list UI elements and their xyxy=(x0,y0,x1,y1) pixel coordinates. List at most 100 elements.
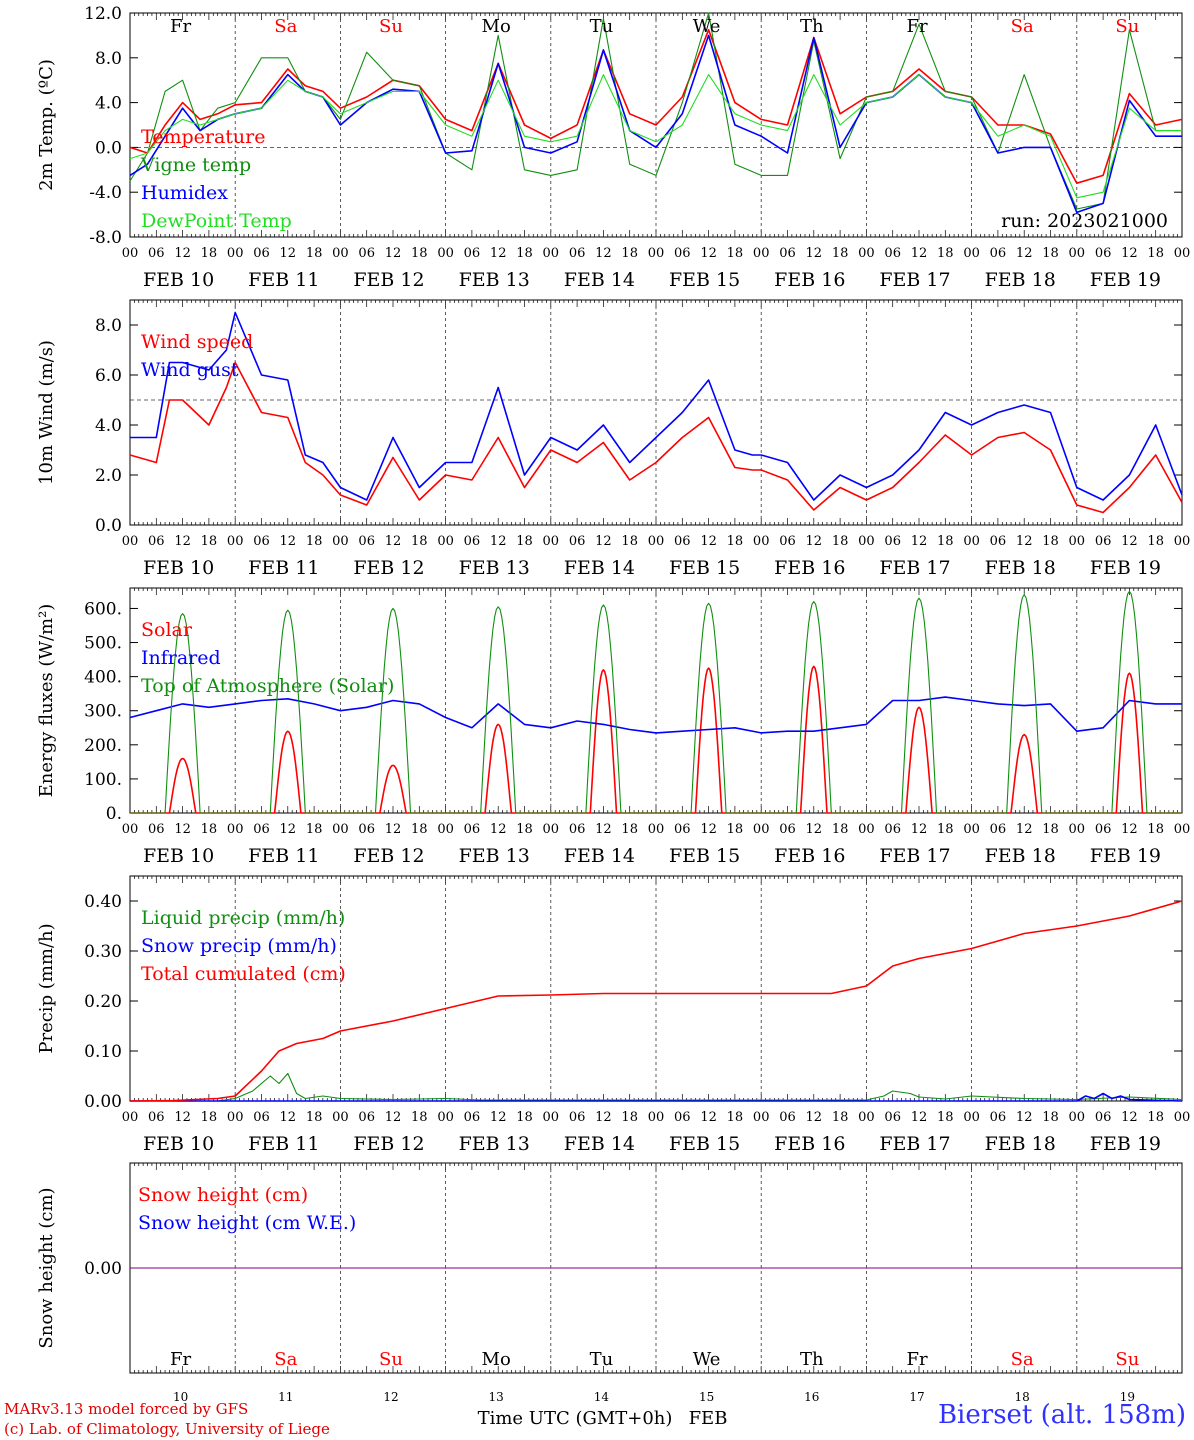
x-hour-label: 00 xyxy=(332,246,349,261)
series-line-humidex xyxy=(129,34,1182,214)
x-hour-label: 06 xyxy=(1095,822,1112,837)
x-hour-label: 18 xyxy=(1147,534,1164,549)
legend-entry: Temperature xyxy=(141,126,265,148)
y-tick-label: 0.00 xyxy=(84,1092,122,1112)
weekday-label: Sa xyxy=(274,1349,297,1370)
x-hour-label: 18 xyxy=(516,246,533,261)
station-label: Bierset (alt. 158m) xyxy=(937,1400,1186,1430)
x-date-label: FEB 15 xyxy=(669,1133,740,1155)
x-hour-label: 12 xyxy=(700,1110,717,1125)
x-date-label: FEB 18 xyxy=(985,557,1056,579)
x-hour-label: 18 xyxy=(1147,246,1164,261)
x-date-label: FEB 16 xyxy=(774,557,845,579)
x-hour-label: 18 xyxy=(201,1110,218,1125)
x-hour-label: 18 xyxy=(306,534,323,549)
x-hour-label: 00 xyxy=(543,1110,560,1125)
x-hour-label: 18 xyxy=(832,246,849,261)
x-hour-label: 06 xyxy=(779,822,796,837)
x-hour-label: 12 xyxy=(174,1110,191,1125)
x-hour-label: 06 xyxy=(253,246,270,261)
x-hour-label: 06 xyxy=(884,534,901,549)
weekday-label: Tu xyxy=(590,1349,614,1370)
x-hour-label: 12 xyxy=(595,246,612,261)
legend-entry: Liquid precip (mm/h) xyxy=(141,907,345,929)
day-number: 16 xyxy=(804,1390,819,1404)
x-hour-label: 06 xyxy=(674,246,691,261)
y-tick-label: 0.40 xyxy=(84,892,122,912)
x-hour-label: 18 xyxy=(937,822,954,837)
legend-entry: Snow height (cm W.E.) xyxy=(138,1212,356,1234)
x-hour-label: 18 xyxy=(832,1110,849,1125)
x-hour-label: 12 xyxy=(1121,1110,1138,1125)
run-label: run: 2023021000 xyxy=(1001,210,1168,232)
x-hour-label: 12 xyxy=(174,246,191,261)
x-hour-label: 00 xyxy=(1069,534,1086,549)
model-credit: MARv3.13 model forced by GFS xyxy=(4,1400,249,1418)
x-date-label: FEB 16 xyxy=(774,269,845,291)
x-hour-label: 00 xyxy=(753,246,770,261)
weekday-label: Th xyxy=(800,16,824,37)
y-tick-label: 4.0 xyxy=(95,94,122,114)
x-hour-label: 18 xyxy=(1147,822,1164,837)
x-hour-label: 00 xyxy=(437,534,454,549)
x-hour-label: 18 xyxy=(621,246,638,261)
weekday-label: Th xyxy=(800,1349,824,1370)
x-hour-label: 00 xyxy=(543,822,560,837)
x-hour-label: 18 xyxy=(937,534,954,549)
legend-entry: DewPoint Temp xyxy=(141,210,292,232)
x-hour-label: 18 xyxy=(411,246,428,261)
series-line-top-of-atmosphere-solar- xyxy=(130,590,1182,814)
x-hour-label: 06 xyxy=(884,246,901,261)
weekday-label: We xyxy=(693,1349,721,1370)
x-axis-title: Time UTC (GMT+0h) xyxy=(478,1408,673,1429)
x-hour-label: 00 xyxy=(122,1110,139,1125)
series-line-liquid-precip-mm-h- xyxy=(130,1072,1183,1102)
x-hour-label: 00 xyxy=(437,822,454,837)
x-hour-label: 12 xyxy=(700,822,717,837)
x-hour-label: 06 xyxy=(569,246,586,261)
panel-1: -8.0 -4.0 0.0 4.0 8.0 12.0 2m Temp. (ºC) Temper… xyxy=(36,4,1190,291)
x-hour-label: 00 xyxy=(1174,534,1191,549)
x-axis-month: FEB xyxy=(689,1408,728,1429)
x-hour-label: 00 xyxy=(227,246,244,261)
x-date-label: FEB 17 xyxy=(879,269,950,291)
x-date-label: FEB 10 xyxy=(143,845,214,867)
x-hour-label: 12 xyxy=(280,246,297,261)
x-hour-label: 18 xyxy=(727,822,744,837)
series-line-wind-gust xyxy=(130,311,1183,501)
x-hour-label: 06 xyxy=(253,534,270,549)
x-date-label: FEB 15 xyxy=(669,557,740,579)
x-hour-label: 18 xyxy=(832,822,849,837)
x-hour-label: 00 xyxy=(963,246,980,261)
x-date-label: FEB 11 xyxy=(248,269,319,291)
x-date-label: FEB 14 xyxy=(564,557,635,579)
x-hour-label: 18 xyxy=(1042,246,1059,261)
x-hour-label: 12 xyxy=(1121,534,1138,549)
weekday-label: Fr xyxy=(170,16,191,37)
y-tick-label: 0.00 xyxy=(84,1259,122,1279)
x-hour-label: 06 xyxy=(990,246,1007,261)
weekday-label: Mo xyxy=(482,1349,511,1370)
x-date-label: FEB 10 xyxy=(143,557,214,579)
x-hour-label: 00 xyxy=(1069,1110,1086,1125)
x-date-label: FEB 17 xyxy=(879,557,950,579)
x-date-label: FEB 15 xyxy=(669,269,740,291)
x-hour-label: 00 xyxy=(332,822,349,837)
x-hour-label: 18 xyxy=(1042,1110,1059,1125)
panel-2: 0.0 2.0 4.0 6.0 8.0 10m Wind (m/s) Wind speed W… xyxy=(36,299,1191,579)
x-hour-label: 06 xyxy=(569,534,586,549)
x-hour-label: 06 xyxy=(1095,534,1112,549)
x-hour-label: 00 xyxy=(227,534,244,549)
x-hour-label: 18 xyxy=(937,246,954,261)
legend-entry: Total cumulated (cm) xyxy=(141,963,346,985)
x-hour-label: 18 xyxy=(411,1110,428,1125)
y-tick-label: 2.0 xyxy=(95,466,122,486)
legend-entry: Wind speed xyxy=(141,331,253,353)
legend-entry: Snow height (cm) xyxy=(138,1184,308,1206)
x-hour-label: 00 xyxy=(963,1110,980,1125)
x-hour-label: 18 xyxy=(516,1110,533,1125)
day-number: 13 xyxy=(489,1390,504,1404)
weekday-label: Tu xyxy=(590,16,614,37)
x-date-label: FEB 19 xyxy=(1090,845,1161,867)
x-hour-label: 06 xyxy=(464,246,481,261)
